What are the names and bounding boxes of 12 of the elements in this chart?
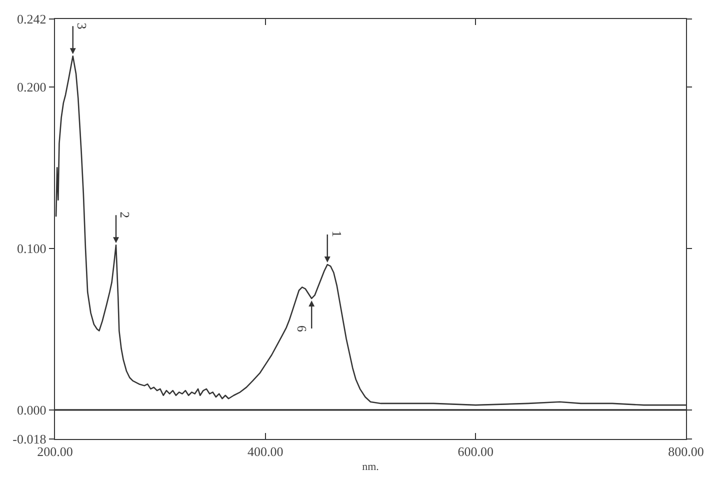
annotation: 3 (74, 22, 90, 30)
y-tick-label: 0.200 (17, 79, 46, 94)
y-tick-label: 0.242 (17, 12, 46, 27)
annotation: 6 (294, 325, 310, 332)
y-tick-label: 0.000 (17, 402, 46, 418)
annotation: 2 (118, 212, 133, 218)
x-tick-label: 400.00 (247, 444, 284, 459)
x-tick-label: 800.00 (668, 444, 704, 459)
x-axis-title: nm. (362, 460, 380, 473)
annotation: 1 (329, 230, 344, 238)
y-tick-label: 0.100 (17, 240, 46, 256)
x-tick-label: 600.00 (458, 444, 494, 459)
